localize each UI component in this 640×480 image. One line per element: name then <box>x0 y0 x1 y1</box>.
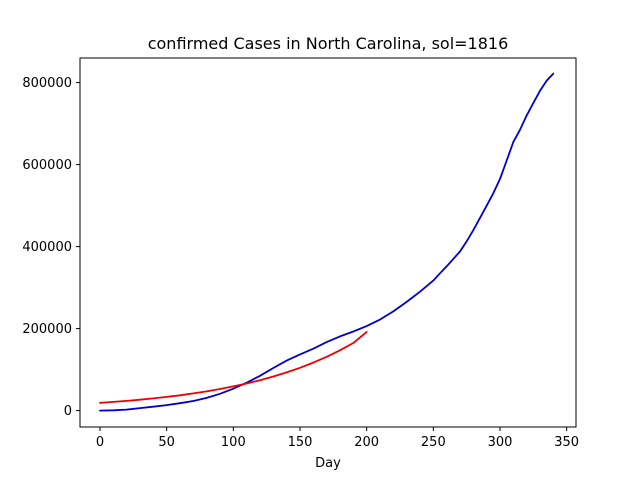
series-line-1 <box>99 72 555 412</box>
x-tick-label: 50 <box>158 435 175 450</box>
x-axis-label: Day <box>315 456 341 471</box>
y-tick-label: 0 <box>64 404 72 419</box>
chart-title: confirmed Cases in North Carolina, sol=1… <box>148 34 509 53</box>
y-tick-label: 600000 <box>22 158 72 173</box>
x-tick-label: 350 <box>554 435 579 450</box>
x-tick-label: 250 <box>421 435 446 450</box>
x-tick-label: 0 <box>96 435 104 450</box>
x-tick-label: 100 <box>221 435 246 450</box>
series-line-2 <box>99 330 368 404</box>
x-tick-label: 300 <box>488 435 513 450</box>
x-tick-label: 150 <box>288 435 313 450</box>
y-tick-label: 400000 <box>22 240 72 255</box>
x-tick-label: 200 <box>354 435 379 450</box>
x-axis: 0 50 100 150 200 250 300 350 <box>96 427 579 450</box>
y-axis: 0 200000 400000 600000 800000 <box>22 76 80 419</box>
y-tick-label: 800000 <box>22 76 72 91</box>
plot-area <box>99 72 555 412</box>
plot-frame <box>79 57 577 428</box>
y-tick-label: 200000 <box>22 322 72 337</box>
